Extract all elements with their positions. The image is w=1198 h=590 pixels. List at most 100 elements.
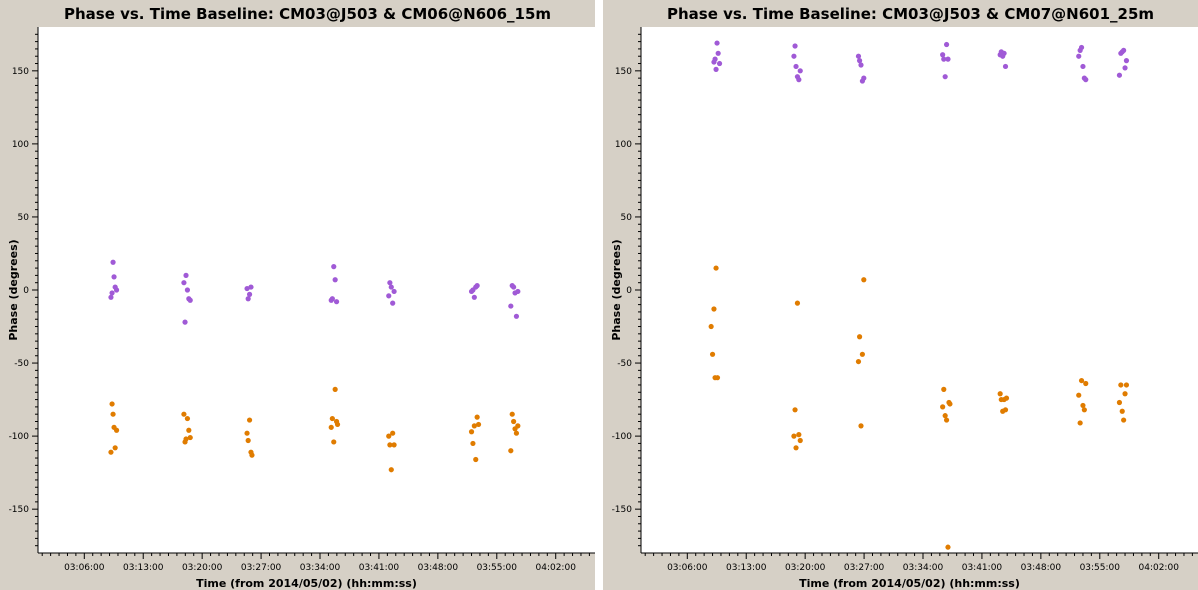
data-point xyxy=(945,544,951,550)
data-point xyxy=(386,293,392,299)
data-point xyxy=(329,296,335,302)
data-point xyxy=(181,411,187,417)
data-point xyxy=(474,283,480,289)
data-point xyxy=(509,411,515,417)
x-tick-label: 03:41:00 xyxy=(359,563,400,573)
chart-panel-1: Phase vs. Time Baseline: CM03@J503 & CM0… xyxy=(0,0,595,590)
data-point xyxy=(794,300,801,306)
data-point xyxy=(475,421,482,428)
data-point xyxy=(861,75,867,81)
data-point xyxy=(183,272,189,278)
data-point xyxy=(331,439,337,445)
data-point xyxy=(713,66,719,72)
data-point xyxy=(391,442,397,448)
data-point xyxy=(714,375,721,381)
data-point xyxy=(508,448,514,454)
data-point xyxy=(110,259,116,265)
data-point xyxy=(1121,417,1127,423)
x-tick-label: 03:41:00 xyxy=(962,563,1003,573)
data-point xyxy=(1002,63,1009,70)
data-point xyxy=(473,456,479,463)
series-2 xyxy=(708,265,1130,550)
data-point xyxy=(1076,392,1082,398)
data-point xyxy=(187,434,193,441)
y-tick-label: 100 xyxy=(615,140,632,150)
data-point xyxy=(797,437,803,444)
data-point xyxy=(388,467,394,473)
data-point xyxy=(1122,65,1128,71)
y-tick-label: -150 xyxy=(9,505,30,515)
data-point xyxy=(855,53,862,59)
data-point xyxy=(513,430,520,436)
data-point xyxy=(712,56,718,62)
data-point xyxy=(246,417,253,423)
data-point xyxy=(387,442,393,448)
data-point xyxy=(793,63,799,70)
data-point xyxy=(714,40,720,46)
y-tick-label: 50 xyxy=(621,213,633,223)
data-point xyxy=(390,430,396,436)
data-point xyxy=(1003,395,1010,401)
data-point xyxy=(947,401,953,407)
data-point xyxy=(511,418,517,425)
data-point xyxy=(940,404,946,410)
data-point xyxy=(508,303,514,309)
data-point xyxy=(796,432,802,438)
data-point xyxy=(109,401,115,407)
x-tick-label: 04:02:00 xyxy=(536,563,577,573)
data-point xyxy=(391,288,397,295)
plot-area xyxy=(38,27,595,553)
data-point xyxy=(1118,382,1124,388)
data-point xyxy=(942,74,948,80)
data-point xyxy=(1080,402,1086,409)
data-point xyxy=(861,277,867,283)
data-point xyxy=(248,284,254,290)
data-point xyxy=(941,56,947,62)
data-point xyxy=(1077,420,1083,426)
y-tick-label: 0 xyxy=(23,286,29,296)
data-point xyxy=(716,60,723,67)
data-point xyxy=(858,423,864,429)
data-point xyxy=(108,449,114,455)
x-tick-label: 03:55:00 xyxy=(1080,563,1121,573)
y-tick-label: -100 xyxy=(612,432,633,442)
data-point xyxy=(111,274,117,280)
x-tick-label: 03:27:00 xyxy=(241,563,282,573)
chart-panel-2: Phase vs. Time Baseline: CM03@J503 & CM0… xyxy=(603,0,1198,590)
x-tick-label: 03:20:00 xyxy=(785,563,826,573)
data-point xyxy=(468,429,475,435)
x-axis-label: Time (from 2014/05/02) (hh:mm:ss) xyxy=(196,577,417,590)
data-point xyxy=(183,436,189,442)
series-1 xyxy=(711,40,1130,84)
data-point xyxy=(331,264,337,270)
data-point xyxy=(108,294,114,300)
data-point xyxy=(940,52,946,58)
data-point xyxy=(856,58,863,64)
data-point xyxy=(1002,407,1009,413)
data-point xyxy=(715,50,721,56)
data-point xyxy=(1122,391,1128,397)
y-tick-label: 100 xyxy=(12,140,29,150)
data-point xyxy=(791,53,797,59)
data-point xyxy=(1083,380,1089,387)
x-tick-label: 03:20:00 xyxy=(182,563,223,573)
data-point xyxy=(515,288,521,295)
data-point xyxy=(333,299,340,305)
data-point xyxy=(708,323,714,330)
data-point xyxy=(1076,53,1082,59)
data-point xyxy=(332,277,338,283)
data-point xyxy=(941,386,947,392)
data-point xyxy=(245,296,251,302)
data-point xyxy=(334,421,341,428)
y-tick-label: -150 xyxy=(612,505,633,515)
data-point xyxy=(796,77,802,83)
data-point xyxy=(109,290,115,296)
series-1 xyxy=(108,259,521,325)
data-point xyxy=(1116,399,1123,406)
data-point xyxy=(182,319,188,325)
data-point xyxy=(386,433,392,439)
data-point xyxy=(997,391,1003,397)
y-tick-label: -100 xyxy=(9,432,30,442)
x-axis-label: Time (from 2014/05/02) (hh:mm:ss) xyxy=(799,577,1020,590)
data-point xyxy=(249,452,255,458)
